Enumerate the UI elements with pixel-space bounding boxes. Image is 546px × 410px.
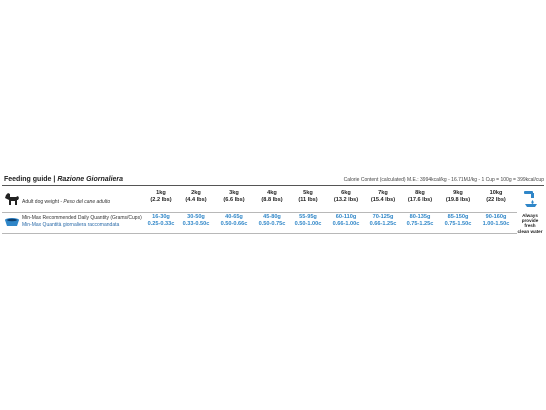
row-separator (2, 212, 517, 213)
weight-lbs: (11 lbs) (298, 197, 318, 203)
quantity-cups: 0.33-0.50c (182, 221, 210, 227)
weight-cell-9: 9kg (19.8 lbs) (438, 190, 478, 204)
weight-lbs: (22 lbs) (486, 197, 506, 203)
title-en: Feeding guide (4, 176, 52, 183)
weight-lbs: (8.8 lbs) (261, 197, 283, 203)
quantity-grams: 80-135g (409, 214, 431, 220)
weight-kg: 1kg (156, 190, 166, 196)
weight-cell-5: 5kg (11 lbs) (288, 190, 328, 204)
water-line: provide fresh (521, 218, 539, 229)
quantity-cell-6: 60-110g 0.66-1.00c (326, 214, 366, 228)
feeding-guide-title: Feeding guide | Razione Giornaliera (4, 176, 123, 183)
quantity-grams: 85-150g (447, 214, 469, 220)
weight-cell-2: 2kg (4.4 lbs) (176, 190, 216, 204)
weight-kg: 4kg (267, 190, 277, 196)
weight-kg: 5kg (303, 190, 313, 196)
feeding-guide-header: Feeding guide | Razione Giornaliera Calo… (2, 176, 544, 187)
quantity-cell-5: 55-95g 0.50-1.00c (288, 214, 328, 228)
weight-cell-8: 8kg (17.6 lbs) (400, 190, 440, 204)
quantity-cups: 0.50-1.00c (294, 221, 322, 227)
quantity-cell-4: 45-80g 0.50-0.75c (252, 214, 292, 228)
quantity-cups: 0.50-0.66c (220, 221, 248, 227)
weight-row: Adult dog weight - Peso del cane adulto … (2, 190, 544, 234)
quantity-cups: 0.75-1.50c (444, 221, 472, 227)
quantity-grams: 16-30g (152, 214, 170, 220)
water-line: Always (522, 213, 538, 218)
water-text: Always provide fresh clean water (516, 213, 544, 234)
weight-kg: 3kg (229, 190, 239, 196)
quantity-grams: 60-110g (335, 214, 357, 220)
weight-label-it: Peso del cane adulto (63, 199, 111, 205)
quantity-label-it: Min-Max Quantità giornaliera raccomandat… (22, 222, 120, 228)
water-reminder: Always provide fresh clean water (516, 190, 544, 234)
weight-cell-3: 3kg (6.6 lbs) (214, 190, 254, 204)
quantity-grams: 40-65g (225, 214, 243, 220)
bowl-icon (5, 218, 19, 226)
quantity-grams: 90-160g (485, 214, 507, 220)
title-separator: | (51, 176, 58, 183)
weight-lbs: (4.4 lbs) (185, 197, 207, 203)
weight-kg: 9kg (453, 190, 463, 196)
quantity-cups: 1.00-1.50c (482, 221, 510, 227)
weight-cell-6: 6kg (13.2 lbs) (326, 190, 366, 204)
weight-kg: 2kg (191, 190, 201, 196)
quantity-cell-2: 30-50g 0.33-0.50c (176, 214, 216, 228)
calorie-content: Calorie Content (calculated) M.E.: 3994k… (343, 177, 544, 183)
weight-cell-7: 7kg (15.4 lbs) (363, 190, 403, 204)
quantity-cell-7: 70-125g 0.66-1.25c (363, 214, 403, 228)
quantity-cell-10: 90-160g 1.00-1.50c (476, 214, 516, 228)
weight-lbs: (19.8 lbs) (445, 197, 471, 203)
quantity-grams: 45-80g (263, 214, 281, 220)
quantity-row: Min-Max Recommended Daily Quantity (Gram… (2, 214, 544, 234)
quantity-grams: 30-50g (187, 214, 205, 220)
weight-cell-4: 4kg (8.8 lbs) (252, 190, 292, 204)
weight-lbs: (2.2 lbs) (150, 197, 172, 203)
quantity-cups: 0.66-1.25c (369, 221, 397, 227)
weight-lbs: (6.6 lbs) (223, 197, 245, 203)
water-line: clean water (517, 228, 543, 234)
weight-lbs: (15.4 lbs) (370, 197, 396, 203)
quantity-grams: 55-95g (299, 214, 317, 220)
quantity-cups: 0.50-0.75c (258, 221, 286, 227)
weight-kg: 6kg (341, 190, 351, 196)
row-separator (2, 233, 517, 234)
quantity-cell-1: 16-30g 0.25-0.33c (141, 214, 181, 228)
weight-kg: 8kg (415, 190, 425, 196)
quantity-label-en: Min-Max Recommended Daily Quantity (Gram… (22, 215, 142, 221)
quantity-cell-8: 80-135g 0.75-1.25c (400, 214, 440, 228)
water-tap-icon (524, 191, 537, 207)
weight-cell-1: 1kg (2.2 lbs) (141, 190, 181, 204)
quantity-cups: 0.25-0.33c (147, 221, 175, 227)
quantity-cell-9: 85-150g 0.75-1.50c (438, 214, 478, 228)
weight-label-en: Adult dog weight - (22, 199, 64, 205)
weight-kg: 7kg (378, 190, 388, 196)
weight-lbs: (13.2 lbs) (333, 197, 359, 203)
title-it: Razione Giornaliera (57, 176, 124, 183)
quantity-grams: 70-125g (372, 214, 394, 220)
header-rule (2, 185, 544, 186)
weight-kg: 10kg (489, 190, 503, 196)
weight-row-label: Adult dog weight - Peso del cane adulto (22, 199, 110, 205)
quantity-cell-3: 40-65g 0.50-0.66c (214, 214, 254, 228)
dog-icon (5, 193, 19, 205)
quantity-cups: 0.66-1.00c (332, 221, 360, 227)
feeding-guide: Feeding guide | Razione Giornaliera Calo… (2, 176, 544, 234)
weight-lbs: (17.6 lbs) (407, 197, 433, 203)
quantity-cups: 0.75-1.25c (406, 221, 434, 227)
weight-cell-10: 10kg (22 lbs) (476, 190, 516, 204)
